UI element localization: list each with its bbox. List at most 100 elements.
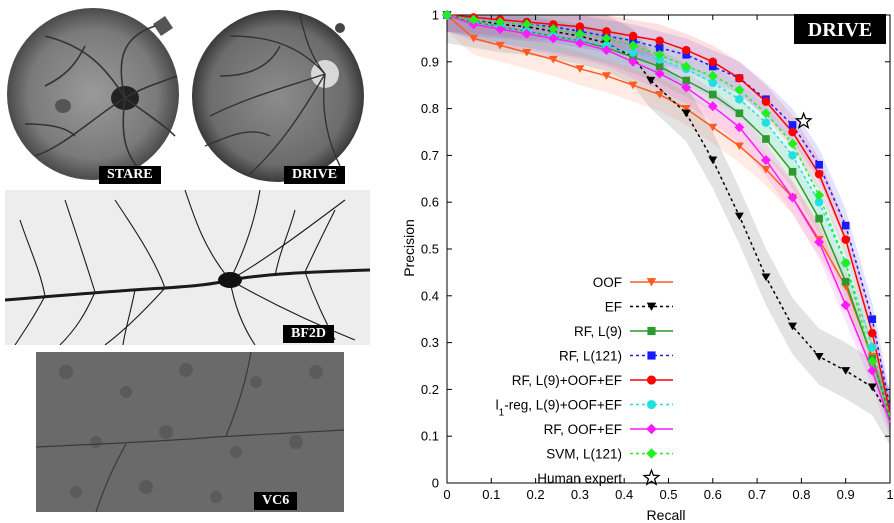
legend: OOF EF RF, L(9) RF, L(121) RF, L(9)+OOF+EF l1…: [496, 275, 673, 486]
y-tick-label: 0.1: [421, 429, 439, 444]
band-rf-l-9-oof-ef: [447, 15, 890, 430]
marker-rf-l-9: [682, 76, 691, 85]
marker-rf-l-121: [815, 160, 823, 169]
y-tick-label: 0.7: [421, 148, 439, 163]
precision-recall-chart: 0 0.1 0.2 0.3 0.4 0.5 0.6 0.7 0.8 0.9 1 0 0.1 0.2 0.3…: [401, 8, 894, 523]
marker-ef: [646, 76, 656, 85]
marker-ef: [814, 353, 824, 361]
marker-l1-reg-l-9-oof-ef: [814, 197, 824, 207]
marker-l1-reg-l-9-oof-ef: [868, 343, 877, 352]
x-tick-label: 0.9: [837, 487, 855, 502]
y-tick-label: 0.4: [421, 288, 439, 303]
bf2d-image-panel: BF2D: [5, 190, 370, 345]
marker-rf-l-121: [708, 62, 717, 71]
line-rf-l-9-oof-ef: [446, 14, 891, 413]
x-tick-label: 0.1: [482, 487, 500, 502]
marker-rf-l-9: [841, 277, 850, 286]
marker-l1-reg-l-9-oof-ef: [735, 94, 744, 104]
marker-rf-oof-ef: [654, 68, 665, 79]
marker-oof: [734, 142, 744, 151]
marker-rf-l-9: [708, 90, 717, 99]
vc6-image-panel: VC6: [36, 352, 344, 512]
marker-oof: [548, 55, 558, 64]
drive-fundus-image: [192, 10, 364, 182]
marker-rf-l-9: [762, 135, 770, 143]
line-rf-l-9: [446, 14, 891, 418]
y-axis-ticks: 0 0.1 0.2 0.3 0.4 0.5 0.6 0.7 0.8 0.9 1: [421, 8, 890, 491]
legend-marker-oof: [646, 278, 657, 287]
marker-oof: [469, 34, 479, 43]
marker-ef: [788, 322, 798, 331]
marker-oof: [601, 72, 611, 80]
marker-ef: [761, 273, 771, 282]
legend-label-rf-l-9: RF, L(9): [574, 324, 622, 339]
marker-rf-l-9: [788, 167, 797, 176]
marker-l1-reg-l-9-oof-ef: [788, 151, 797, 160]
legend-label-rf-oof-ef: RF, OOF+EF: [544, 422, 622, 437]
marker-rf-l-121: [868, 315, 877, 324]
human-expert-point: [794, 111, 813, 129]
human-expert-star: [794, 111, 813, 129]
marker-rf-l-9-oof-ef: [841, 235, 850, 244]
marker-rf-l-9-oof-ef: [575, 22, 585, 31]
marker-oof: [761, 165, 771, 174]
legend-marker-rf-l-121: [647, 351, 656, 360]
y-tick-label: 0.9: [421, 54, 439, 69]
marker-rf-oof-ef: [601, 45, 612, 56]
drive-image-panel: DRIVE: [190, 6, 370, 186]
marker-svm-l-121: [495, 17, 506, 27]
marker-rf-oof-ef: [734, 122, 745, 133]
marker-oof: [522, 48, 532, 57]
legend-label-ef: EF: [605, 300, 622, 315]
marker-rf-l-9-oof-ef: [814, 169, 824, 179]
legend-label-human-expert: Human expert: [537, 471, 622, 486]
legend-marker-ef: [646, 302, 657, 311]
x-tick-label: 0: [443, 487, 450, 502]
x-tick-label: 0.6: [704, 487, 722, 502]
marker-rf-oof-ef: [521, 28, 532, 39]
x-tick-label: 0.4: [615, 487, 633, 502]
y-tick-label: 0.6: [421, 195, 439, 210]
marker-rf-l-121: [682, 50, 691, 59]
legend-marker-rf-l-9-oof-ef: [646, 375, 657, 385]
band-rf-oof-ef: [447, 15, 890, 439]
marker-rf-l-9-oof-ef: [655, 36, 664, 46]
line-rf-l-121: [446, 14, 891, 409]
y-tick-label: 1: [432, 8, 439, 23]
marker-rf-l-121: [841, 221, 850, 230]
legend-marker-svm-l-121: [646, 448, 657, 459]
x-tick-label: 1: [886, 487, 893, 502]
x-tick-label: 0.5: [659, 487, 677, 502]
x-tick-label: 0.2: [527, 487, 545, 502]
band-ef: [447, 15, 890, 446]
marker-ef: [841, 367, 851, 375]
marker-rf-oof-ef: [628, 56, 639, 67]
stare-fundus-image: [7, 8, 179, 180]
marker-rf-l-9-oof-ef: [868, 328, 877, 338]
y-tick-label: 0.3: [421, 335, 439, 350]
marker-rf-l-9-oof-ef: [735, 73, 744, 83]
legend-label-rf-l-121: RF, L(121): [559, 349, 622, 364]
marker-rf-oof-ef: [495, 24, 506, 34]
marker-rf-l-9-oof-ef: [681, 45, 691, 55]
marker-rf-l-9-oof-ef: [602, 27, 611, 36]
marker-rf-l-121: [788, 121, 797, 129]
legend-marker-rf-l-9: [647, 326, 656, 336]
marker-rf-l-121: [655, 43, 664, 52]
marker-rf-oof-ef: [814, 237, 825, 247]
marker-svm-l-121: [442, 10, 452, 20]
marker-svm-l-121: [814, 190, 825, 201]
marker-oof: [575, 65, 585, 73]
marker-rf-l-9: [735, 109, 744, 118]
stare-label: STARE: [99, 166, 161, 184]
marker-ef: [867, 383, 877, 392]
legend-label-svm-l-121: SVM, L(121): [546, 447, 622, 462]
marker-oof: [495, 41, 505, 50]
marker-svm-l-121: [468, 14, 479, 25]
marker-rf-oof-ef: [867, 365, 878, 376]
chart-title: DRIVE: [808, 19, 872, 41]
x-tick-label: 0.3: [571, 487, 589, 502]
y-tick-label: 0.8: [421, 101, 439, 116]
x-tick-label: 0.8: [792, 487, 810, 502]
line-svm-l-121: [446, 14, 891, 418]
